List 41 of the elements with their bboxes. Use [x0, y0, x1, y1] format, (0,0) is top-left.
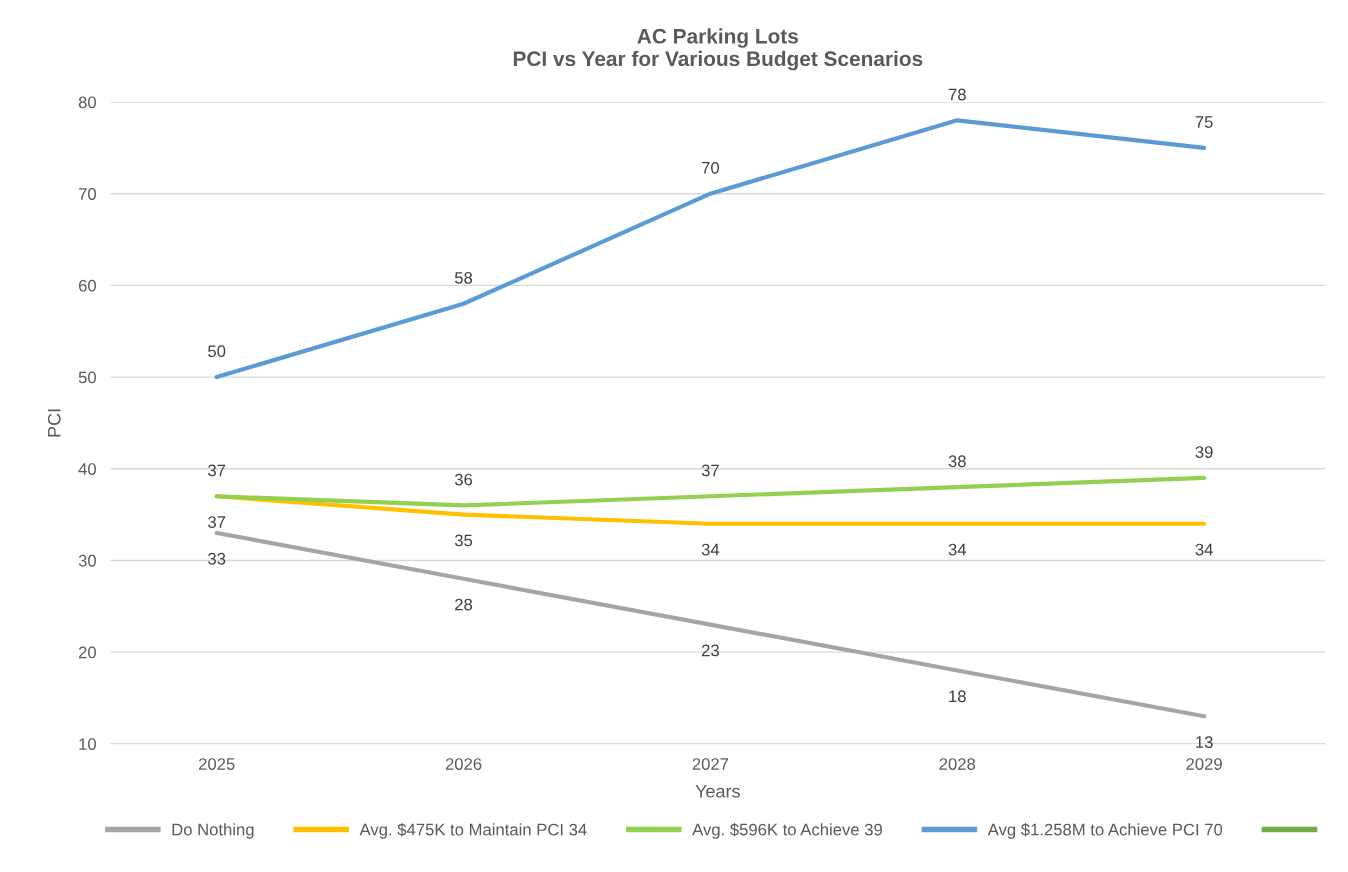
legend-label: Avg $1.258M to Achieve PCI 70 [987, 823, 1223, 839]
data-label: 33 [208, 552, 226, 565]
data-label: 23 [701, 644, 719, 657]
y-axis-title: PCI [47, 409, 61, 437]
data-label: 37 [208, 516, 226, 528]
data-label: 34 [701, 543, 720, 556]
legend-label: Avg. $596K to Achieve 39 [692, 823, 882, 839]
data-label: 18 [949, 690, 966, 703]
y-tick-label: 40 [78, 463, 96, 475]
data-label: 39 [1195, 446, 1213, 458]
data-label: 34 [1195, 543, 1213, 556]
x-axis-title: Years [695, 785, 740, 798]
x-tick-label: 2028 [939, 758, 976, 770]
y-tick-label: 30 [78, 554, 96, 567]
data-label: 35 [454, 534, 473, 547]
data-label: 34 [948, 543, 967, 556]
y-tick-label: 20 [78, 646, 96, 659]
data-label: 38 [948, 455, 966, 468]
x-tick-label: 2029 [1186, 758, 1222, 770]
legend-label: Avg. $475K to Maintain PCI 34 [359, 823, 587, 839]
data-label: 75 [1195, 116, 1213, 128]
chart-title: AC Parking Lots PCI vs Year for Various Budget Scenarios [513, 28, 923, 71]
y-tick-label: 70 [78, 188, 96, 200]
data-label: 13 [1196, 736, 1213, 748]
x-tick-label: 2027 [692, 758, 729, 770]
data-label: 70 [701, 161, 720, 174]
data-label: 37 [701, 464, 719, 477]
data-label: 37 [208, 464, 226, 477]
x-tick-label: 2025 [198, 758, 235, 770]
data-label: 58 [454, 271, 473, 284]
y-tick-label: 50 [78, 371, 96, 384]
y-tick-label: 60 [78, 279, 96, 292]
y-tick-label: 80 [78, 96, 96, 109]
data-label: 28 [455, 598, 473, 611]
line-series [214, 475, 1207, 508]
x-tick-label: 2026 [445, 758, 482, 770]
data-label: 50 [208, 345, 226, 358]
data-label: 78 [948, 88, 966, 101]
data-label: 36 [454, 473, 473, 486]
y-tick-label: 10 [79, 738, 96, 751]
legend-label: Do Nothing [172, 823, 254, 839]
